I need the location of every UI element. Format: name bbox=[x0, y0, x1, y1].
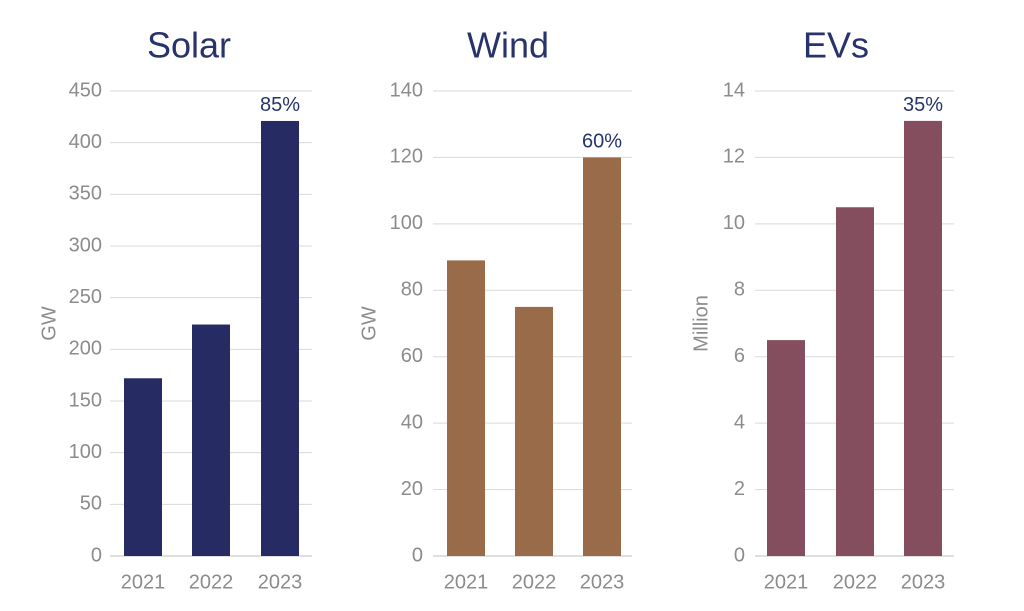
solar-bar-2023 bbox=[261, 120, 299, 556]
evs-y-tick-label: 0 bbox=[734, 544, 745, 566]
solar-y-tick-label: 350 bbox=[69, 183, 102, 205]
evs-bar-annotation: 35% bbox=[903, 94, 943, 116]
evs-y-tick-label: 8 bbox=[734, 279, 745, 301]
solar-bar-2021 bbox=[124, 378, 162, 556]
evs-chart: EVs 0 2 4 6 8 10 12 14 Million 2021 2022 2023 35% bbox=[690, 25, 954, 593]
wind-y-tick-label: 100 bbox=[390, 212, 423, 234]
solar-chart: Solar 0 50 100 150 200 250 300 350 400 450 GW 2021 20… bbox=[38, 25, 312, 593]
evs-bar-2023 bbox=[904, 120, 942, 557]
evs-y-tick-label: 2 bbox=[734, 478, 745, 500]
evs-x-tick-label: 2023 bbox=[901, 571, 946, 593]
solar-y-axis-label: GW bbox=[38, 306, 60, 341]
evs-chart-title: EVs bbox=[803, 25, 869, 66]
wind-y-tick-label: 0 bbox=[412, 544, 423, 566]
evs-y-tick-label: 6 bbox=[734, 345, 745, 367]
wind-y-axis-label: GW bbox=[358, 306, 380, 341]
evs-y-tick-label: 12 bbox=[723, 146, 745, 168]
wind-y-tick-label: 80 bbox=[401, 279, 423, 301]
solar-y-tick-label: 450 bbox=[69, 79, 102, 101]
solar-y-tick-label: 300 bbox=[69, 234, 102, 256]
wind-y-tick-label: 140 bbox=[390, 79, 423, 101]
wind-x-tick-label: 2021 bbox=[444, 571, 489, 593]
solar-y-tick-label: 150 bbox=[69, 389, 102, 411]
solar-x-tick-label: 2023 bbox=[258, 571, 303, 593]
solar-bar-annotation: 85% bbox=[260, 94, 300, 116]
solar-y-tick-label: 0 bbox=[91, 544, 102, 566]
solar-chart-title: Solar bbox=[147, 25, 231, 66]
solar-bar-2022 bbox=[192, 324, 230, 556]
evs-y-tick-label: 10 bbox=[723, 212, 745, 234]
wind-x-tick-label: 2022 bbox=[512, 571, 557, 593]
wind-y-tick-label: 20 bbox=[401, 478, 423, 500]
evs-x-tick-label: 2022 bbox=[833, 571, 878, 593]
evs-y-axis-label: Million bbox=[690, 295, 712, 352]
wind-chart: Wind 0 20 40 60 80 100 120 140 GW 2021 2022 2023 60% bbox=[358, 25, 632, 593]
solar-y-tick-label: 200 bbox=[69, 338, 102, 360]
evs-x-tick-label: 2021 bbox=[764, 571, 809, 593]
wind-bar-annotation: 60% bbox=[582, 131, 622, 153]
solar-y-tick-label: 50 bbox=[80, 493, 102, 515]
wind-y-tick-label: 120 bbox=[390, 146, 423, 168]
wind-bar-2023 bbox=[583, 157, 621, 556]
evs-bar-2021 bbox=[767, 340, 805, 556]
wind-chart-title: Wind bbox=[467, 25, 549, 66]
solar-x-tick-label: 2022 bbox=[189, 571, 234, 593]
wind-x-tick-label: 2023 bbox=[580, 571, 625, 593]
solar-y-tick-label: 250 bbox=[69, 286, 102, 308]
wind-bar-2022 bbox=[515, 306, 553, 556]
wind-bar-2021 bbox=[447, 260, 485, 556]
evs-bar-2022 bbox=[836, 207, 874, 556]
solar-x-tick-label: 2021 bbox=[121, 571, 166, 593]
solar-y-tick-label: 400 bbox=[69, 131, 102, 153]
evs-y-tick-label: 4 bbox=[734, 411, 745, 433]
wind-y-tick-label: 60 bbox=[401, 345, 423, 367]
solar-y-tick-label: 100 bbox=[69, 441, 102, 463]
wind-y-tick-label: 40 bbox=[401, 411, 423, 433]
evs-y-tick-label: 14 bbox=[723, 79, 745, 101]
